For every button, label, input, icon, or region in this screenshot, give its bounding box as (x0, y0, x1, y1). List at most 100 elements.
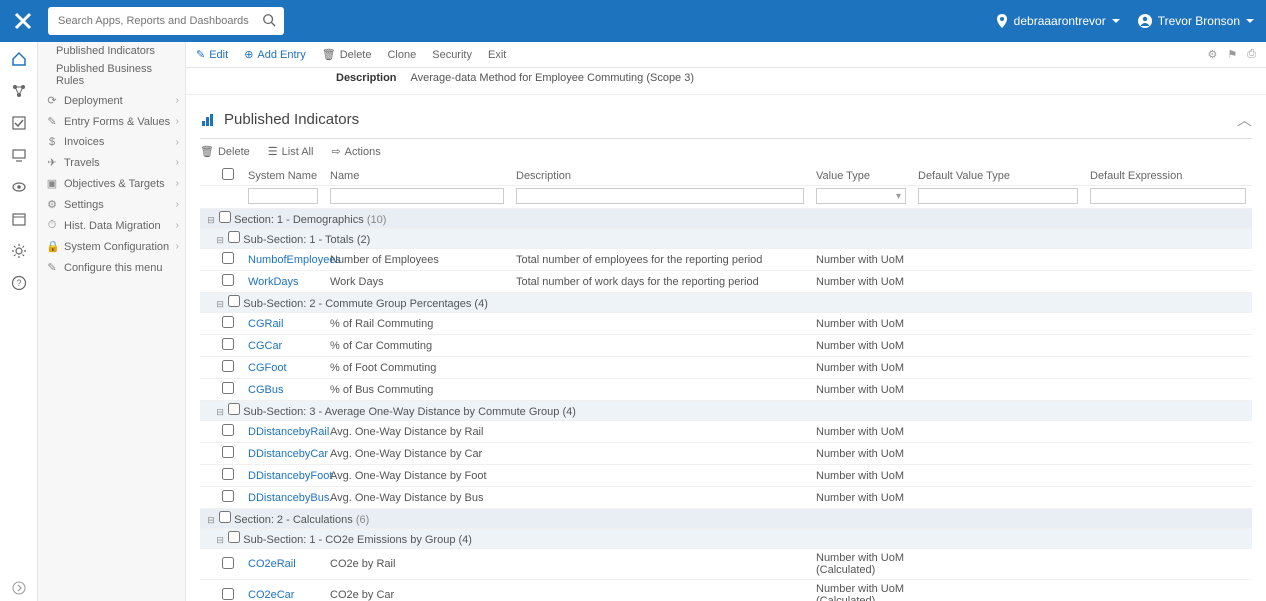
row-checkbox[interactable] (222, 382, 234, 394)
system-name-link[interactable]: CGRail (248, 318, 283, 330)
search-input[interactable] (48, 7, 284, 35)
row-checkbox[interactable] (222, 490, 234, 502)
group-row[interactable]: ⊟ Section: 1 - Demographics (10) (200, 209, 1252, 229)
collapse-icon[interactable]: ︿ (1237, 109, 1252, 130)
subgroup-row[interactable]: ⊟ Sub-Section: 2 - Commute Group Percent… (200, 293, 1252, 313)
col-default-expression[interactable]: Default Expression (1084, 166, 1252, 186)
nav-item[interactable]: $Invoices› (38, 132, 185, 152)
row-checkbox[interactable] (222, 424, 234, 436)
clone-button[interactable]: Clone (387, 49, 416, 61)
group-label: Section: 2 - Calculations (234, 514, 353, 526)
row-checkbox[interactable] (222, 338, 234, 350)
search-icon[interactable] (262, 13, 276, 27)
list-all-label: List All (282, 146, 314, 158)
monitor-icon[interactable] (10, 146, 28, 164)
group-checkbox[interactable] (219, 511, 231, 523)
actions-button[interactable]: ⇨Actions (331, 145, 380, 158)
edit-button[interactable]: ✎Edit (196, 48, 228, 61)
group-checkbox[interactable] (219, 211, 231, 223)
system-name-link[interactable]: DDistancebyFoot (248, 470, 332, 482)
collapse-icon[interactable]: ⊟ (215, 535, 225, 546)
table-row: DDistancebyRailAvg. One-Way Distance by … (200, 421, 1252, 443)
trash-icon: 🗑 (322, 48, 336, 61)
col-description[interactable]: Description (510, 166, 810, 186)
system-name-link[interactable]: NumbofEmployees (248, 254, 341, 266)
row-checkbox[interactable] (222, 316, 234, 328)
list-all-button[interactable]: ☰List All (268, 145, 314, 158)
subgroup-checkbox[interactable] (228, 231, 240, 243)
row-checkbox[interactable] (222, 446, 234, 458)
col-default-value-type[interactable]: Default Value Type (912, 166, 1084, 186)
flag-icon[interactable]: ⚑ (1227, 48, 1237, 61)
collapse-icon[interactable]: ⊟ (215, 235, 225, 246)
check-icon[interactable] (10, 114, 28, 132)
nav-item[interactable]: 🔒System Configuration› (38, 236, 185, 257)
system-name-link[interactable]: CO2eCar (248, 589, 294, 601)
security-button[interactable]: Security (432, 49, 472, 61)
filter-default-expression[interactable] (1090, 188, 1246, 204)
nav-plain-item[interactable]: Published Business Rules (38, 60, 185, 90)
row-checkbox[interactable] (222, 252, 234, 264)
group-row[interactable]: ⊟ Section: 2 - Calculations (6) (200, 509, 1252, 529)
subgroup-row[interactable]: ⊟ Sub-Section: 1 - CO2e Emissions by Gro… (200, 529, 1252, 549)
collapse-icon[interactable]: ⊟ (206, 215, 216, 226)
filter-system-name[interactable] (248, 188, 318, 204)
row-checkbox[interactable] (222, 588, 234, 600)
delete-label: Delete (340, 49, 372, 61)
select-all-checkbox[interactable] (222, 168, 234, 180)
filter-description[interactable] (516, 188, 804, 204)
nav-item[interactable]: ▣Objectives & Targets› (38, 173, 185, 194)
home-icon[interactable] (10, 50, 28, 68)
system-name-link[interactable]: CGFoot (248, 362, 287, 374)
location-picker[interactable]: debraaarontrevor (996, 14, 1120, 28)
row-checkbox[interactable] (222, 360, 234, 372)
collapse-icon[interactable]: ⊟ (206, 515, 216, 526)
expand-rail-icon[interactable] (10, 583, 28, 601)
nav-item[interactable]: ✎Configure this menu (38, 257, 185, 278)
system-name-link[interactable]: DDistancebyRail (248, 426, 329, 438)
app-logo[interactable] (12, 10, 34, 32)
system-name-link[interactable]: WorkDays (248, 276, 299, 288)
calendar-icon[interactable] (10, 210, 28, 228)
subgroup-checkbox[interactable] (228, 403, 240, 415)
col-system-name[interactable]: System Name (242, 166, 324, 186)
nav-item[interactable]: ✎Entry Forms & Values› (38, 111, 185, 132)
row-checkbox[interactable] (222, 557, 234, 569)
row-checkbox[interactable] (222, 468, 234, 480)
user-menu[interactable]: Trevor Bronson (1138, 14, 1254, 28)
subgroup-row[interactable]: ⊟ Sub-Section: 1 - Totals (2) (200, 229, 1252, 249)
help-icon[interactable]: ? (10, 274, 28, 292)
nav-item[interactable]: ⟳Deployment› (38, 90, 185, 111)
chevron-right-icon: › (176, 116, 179, 127)
collapse-icon[interactable]: ⊟ (215, 407, 225, 418)
row-checkbox[interactable] (222, 274, 234, 286)
system-name-link[interactable]: CGCar (248, 340, 282, 352)
filter-name[interactable] (330, 188, 504, 204)
col-name[interactable]: Name (324, 166, 510, 186)
print-icon[interactable]: ⎙ (1247, 48, 1256, 61)
gear-icon[interactable]: ⚙ (1207, 48, 1217, 61)
system-name-link[interactable]: CO2eRail (248, 558, 296, 570)
subgroup-checkbox[interactable] (228, 531, 240, 543)
subgroup-checkbox[interactable] (228, 295, 240, 307)
list-delete-button[interactable]: 🗑Delete (200, 145, 250, 158)
nav-item[interactable]: ⚙Settings› (38, 194, 185, 215)
collapse-icon[interactable]: ⊟ (215, 299, 225, 310)
filter-value-type[interactable]: ▾ (816, 188, 906, 204)
system-name-link[interactable]: DDistancebyCar (248, 448, 328, 460)
eye-icon[interactable] (10, 178, 28, 196)
exit-button[interactable]: Exit (488, 49, 506, 61)
nav-plain-item[interactable]: Published Indicators (38, 42, 185, 60)
col-value-type[interactable]: Value Type (810, 166, 912, 186)
network-icon[interactable] (10, 82, 28, 100)
subgroup-row[interactable]: ⊟ Sub-Section: 3 - Average One-Way Dista… (200, 401, 1252, 421)
filter-default-value-type[interactable] (918, 188, 1078, 204)
nav-item[interactable]: ✈Travels› (38, 152, 185, 173)
table-row: DDistancebyFootAvg. One-Way Distance by … (200, 465, 1252, 487)
nav-item[interactable]: ⏱Hist. Data Migration› (38, 215, 185, 236)
system-name-link[interactable]: DDistancebyBus (248, 492, 329, 504)
add-entry-button[interactable]: ⊕Add Entry (244, 48, 306, 61)
system-name-link[interactable]: CGBus (248, 384, 283, 396)
delete-button[interactable]: 🗑 Delete (322, 48, 372, 61)
gear-icon[interactable] (10, 242, 28, 260)
